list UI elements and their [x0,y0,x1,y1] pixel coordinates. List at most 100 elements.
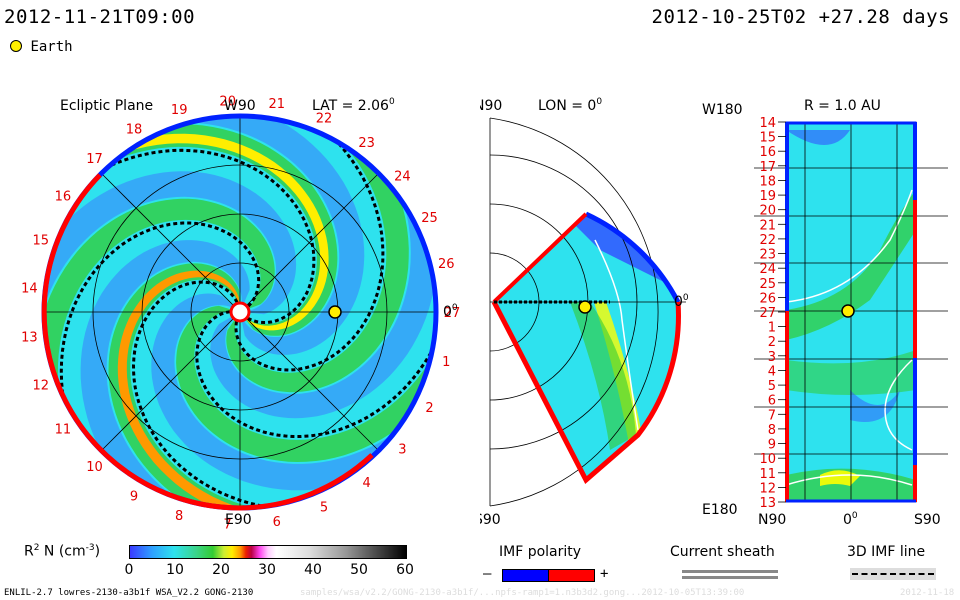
radial-row-label: 27 [759,306,776,321]
colorbar-label: R2 N (cm-3) [24,543,101,560]
meridional-boundary-neg [584,211,681,304]
density-arms [44,116,436,508]
colorbar-tick-label: 20 [212,562,230,578]
imf-field-line [131,280,305,508]
density-arm [226,127,409,393]
radial-row-label: 15 [759,131,776,146]
radial-row-label: 1 [768,321,776,336]
current-sheath-title: Current sheath [670,544,775,560]
density-arm [44,198,275,395]
imf-field-line [73,148,316,325]
carrington-label: 15 [33,234,50,249]
earth-legend-label: Earth [30,39,73,55]
low-density-arm [44,171,297,315]
density-arm [108,263,255,508]
imf-field-line [59,221,261,437]
carrington-label: 23 [358,136,375,151]
ecliptic-boundary-positive [41,173,374,511]
radial-title: R = 1.0 AU [804,98,881,114]
carrington-label: 19 [171,103,188,118]
colorbar-tick-label: 30 [258,562,276,578]
carrington-label: 18 [126,122,143,137]
radial-row-label: 17 [759,160,776,175]
meridional-plot: N90 LON = 00 S90 00 [480,97,689,528]
radial-bottom-left: E180 [702,502,738,518]
radial-row-label: 7 [768,408,776,423]
radial-row-label: 11 [759,467,776,482]
radial-row-label: 26 [759,291,776,306]
radial-row-label: 24 [759,262,776,277]
imf-field-line [195,310,436,438]
sun-inner-boundary [229,301,251,323]
carrington-label: 20 [219,94,236,109]
radial-top-left: W180 [702,102,743,118]
meridional-lon-label: LON = 00 [538,97,602,114]
colorbar-tick-label: 0 [124,562,134,578]
imf-polarity-negative-swatch [502,569,549,582]
carrington-label: 27 [444,306,461,321]
ecliptic-title: Ecliptic Plane [60,98,153,114]
imf-polarity-plus: + [600,566,609,582]
meridional-right-label: 00 [674,293,689,310]
imf-line-swatch [852,573,934,575]
footer-model-info: ENLIL-2.7 lowres-2130-a3b1f WSA_V2.2 GON… [4,588,254,598]
imf-polarity-title: IMF polarity [499,544,582,560]
imf-field-line [234,116,385,372]
radial-row-label: 5 [768,379,776,394]
radial-row-label: 8 [768,423,776,438]
carrington-label: 21 [269,97,286,112]
colorbar-tick-label: 60 [396,562,414,578]
carrington-label: 12 [33,379,50,394]
current-sheath-swatch [682,570,778,573]
carrington-label: 4 [362,476,370,491]
colorbar-tick-label: 50 [350,562,368,578]
low-density-arm [210,196,436,419]
radial-row-label: 12 [759,481,776,496]
carrington-label: 8 [175,509,183,524]
radial-row-label: 9 [768,438,776,453]
carrington-label: 5 [320,501,328,516]
radial-row-label: 19 [759,189,776,204]
low-density-arm [190,116,365,355]
earth-icon [10,40,22,52]
imf-line-title: 3D IMF line [847,544,926,560]
carrington-label: 6 [273,515,281,530]
carrington-label: 25 [421,211,438,226]
imf-polarity-minus: – [483,566,492,582]
meridional-edge-upper [492,212,588,304]
radial-row-label: 14 [759,116,776,131]
radial-row-label: 21 [759,218,776,233]
colorbar [129,545,407,559]
high-density-arm [117,270,265,508]
carrington-label: 14 [21,281,38,296]
carrington-label: 7 [224,518,232,530]
ecliptic-lat-label: LAT = 2.060 [312,97,395,114]
meridional-n-label: N90 [480,98,502,114]
radial-row-label: 23 [759,248,776,263]
radial-row-label: 22 [759,233,776,248]
right-datetime: 2012-10-25T02 +27.28 days [651,6,950,28]
radial-row-label: 13 [759,496,776,511]
footer-source-path: samples/wsa/v2.2/GONG-2130-a3b1f/...npfs… [300,588,745,598]
radial-row-label: 3 [768,350,776,365]
carrington-label: 3 [398,442,406,457]
radial-row-label: 4 [768,365,776,380]
radial-row-labels: 1415161718192021222324252627123456789101… [759,116,786,511]
ecliptic-top-label: W90 [224,98,256,114]
meridional-s-label: S90 [480,512,501,528]
low-density-arm [151,293,410,491]
radial-mid-label: 00 [843,511,858,528]
radial-n-label: N90 [758,512,786,528]
radial-row-label: 16 [759,145,776,160]
low-density-arm [80,240,250,508]
meridional-green-band [570,302,636,450]
left-datetime: 2012-11-21T09:00 [4,6,196,28]
radial-row-label: 6 [768,394,776,409]
meridional-boundary-pos [491,300,681,484]
radial-row-label: 2 [768,335,776,350]
carrington-label: 22 [316,111,333,126]
radial-plot: 1415161718192021222324252627123456789101… [702,98,948,528]
carrington-label: 2 [425,401,433,416]
